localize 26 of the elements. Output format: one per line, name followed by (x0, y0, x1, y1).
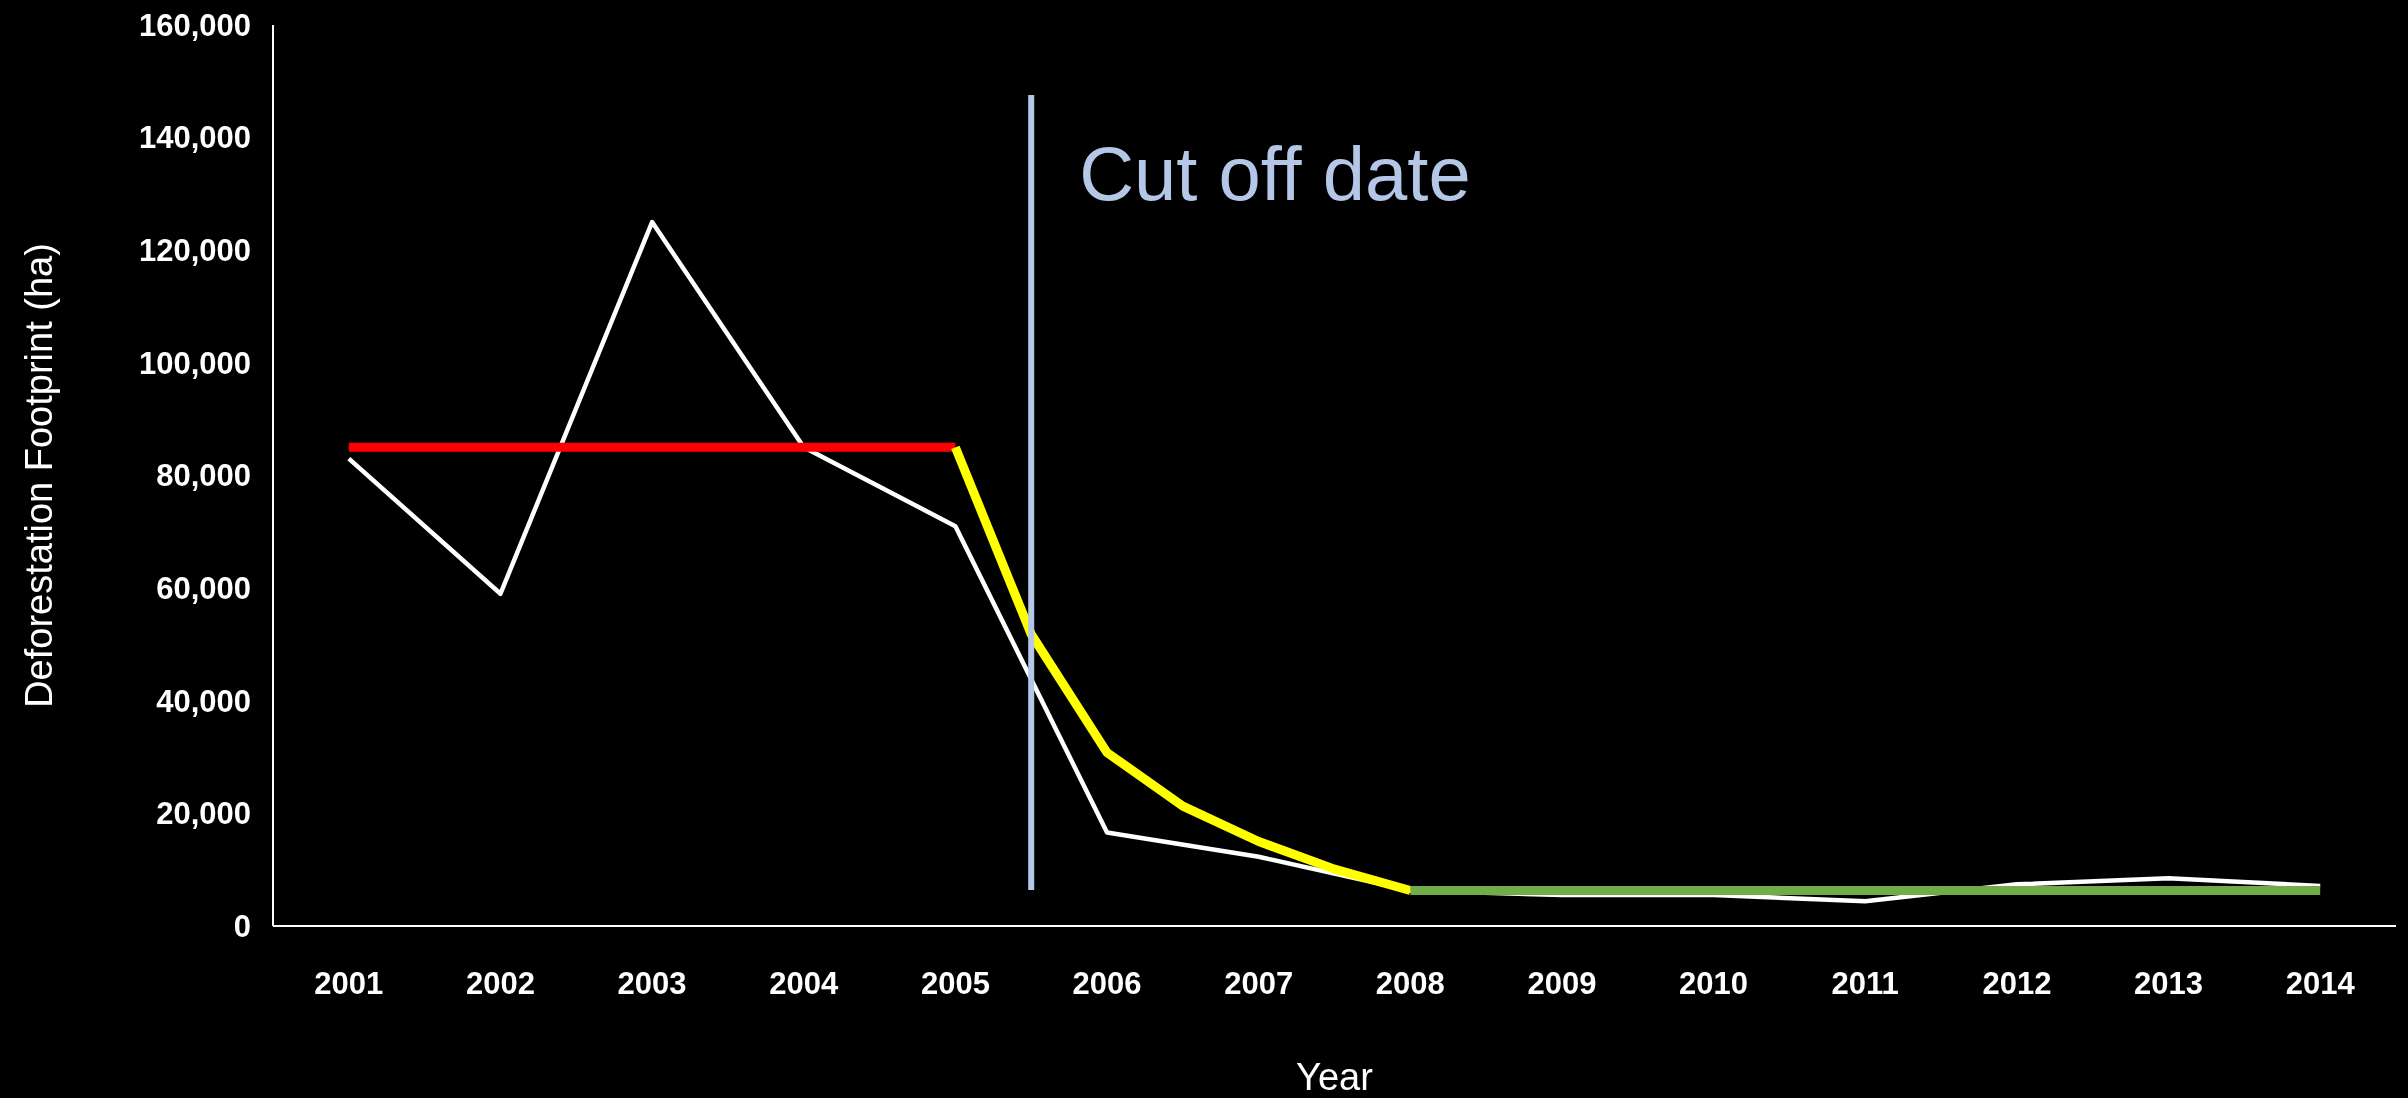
x-tick-label: 2006 (1072, 966, 1142, 1001)
x-tick-label: 2005 (920, 966, 990, 1001)
x-tick-label: 2002 (465, 966, 535, 1001)
y-tick-label: 100,000 (138, 345, 251, 381)
y-tick-label: 0 (233, 908, 251, 944)
x-tick-label: 2014 (2285, 966, 2356, 1001)
y-tick-label: 140,000 (138, 120, 251, 156)
x-tick-label: 2007 (1224, 966, 1294, 1001)
x-tick-label: 2009 (1527, 966, 1597, 1001)
y-tick-label: 60,000 (156, 570, 251, 606)
x-tick-label: 2011 (1831, 966, 1899, 1001)
y-tick-label: 80,000 (156, 458, 251, 494)
x-tick-label: 2003 (617, 966, 687, 1001)
x-tick-label: 2013 (2134, 966, 2204, 1001)
y-tick-label: 120,000 (138, 233, 251, 269)
y-tick-label: 160,000 (138, 7, 251, 43)
x-axis-title: Year (1296, 1056, 1374, 1098)
x-tick-label: 2001 (314, 966, 384, 1001)
x-tick-label: 2008 (1375, 966, 1445, 1001)
ref-line-label: Cut off date (1079, 131, 1471, 216)
x-tick-label: 2004 (769, 966, 839, 1001)
y-tick-label: 40,000 (156, 683, 251, 719)
y-tick-label: 20,000 (156, 796, 251, 832)
x-tick-label: 2012 (1982, 966, 2052, 1001)
x-tick-label: 2010 (1679, 966, 1749, 1001)
y-axis-title: Deforestation Footprint (ha) (18, 243, 60, 708)
